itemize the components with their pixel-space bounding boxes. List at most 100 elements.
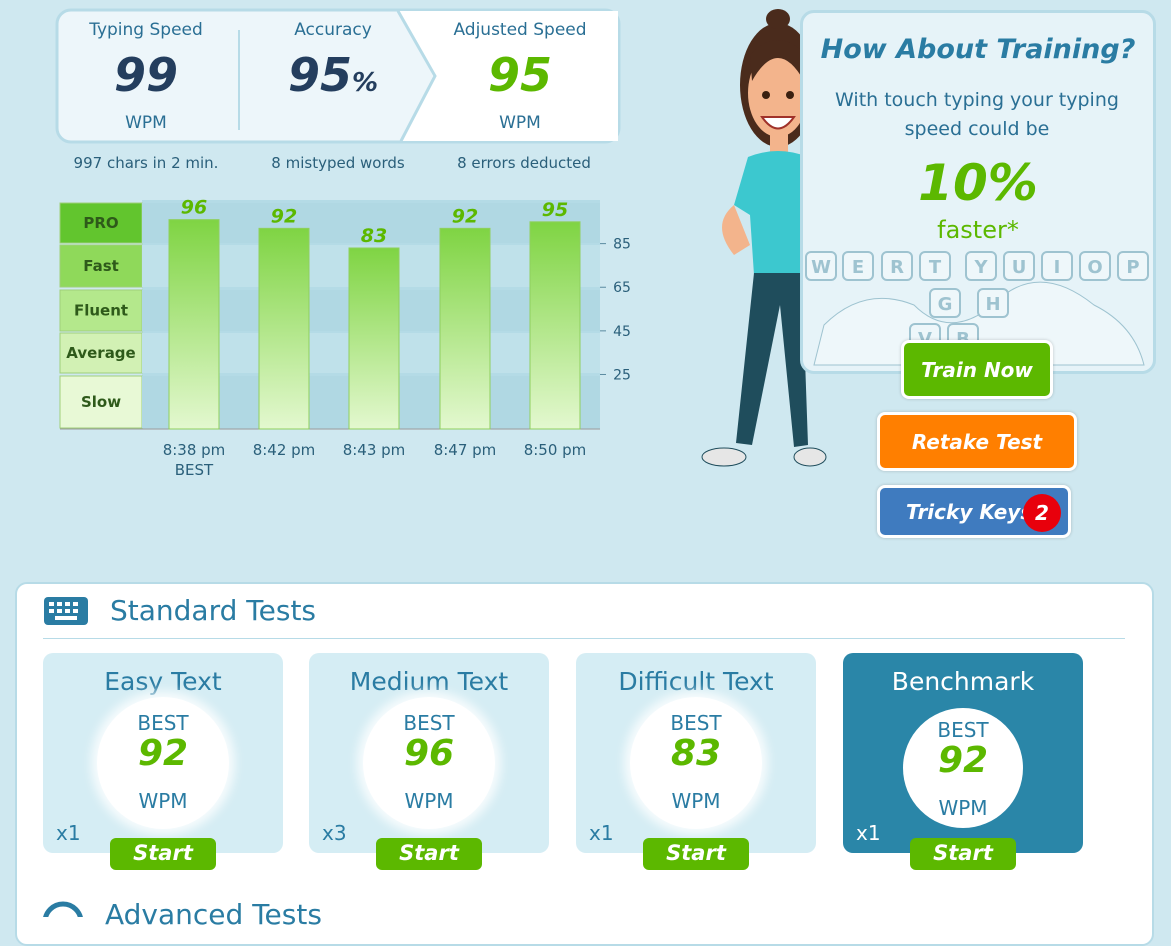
level-label: Slow [81,393,121,411]
best-unit: WPM [938,796,988,820]
best-value: 92 [137,733,189,774]
key [965,251,997,281]
bar-label: 92 [452,205,478,227]
level-box [59,289,143,332]
key-label: E [852,257,864,278]
card-title: Easy Text [104,667,222,696]
bar [168,219,220,430]
stat-value: 99 [113,48,178,102]
section-title: Advanced Tests [105,898,322,931]
training-text: With touch typing your typing speed coul… [835,89,1119,140]
score-circle: BEST 83 WPM [630,697,762,829]
y-tick-label: 25 [613,367,631,383]
key [929,288,961,318]
key-label: P [1126,257,1139,278]
key [881,251,913,281]
advanced-icon [43,901,83,917]
attempt-count: x1 [856,821,881,845]
attempt-count: x3 [322,821,347,845]
stat-note: 8 errors deducted [457,154,591,172]
start-button[interactable]: Start [376,838,482,870]
key [1003,251,1035,281]
stat-label: Typing Speed [89,20,203,40]
score-circle: BEST 92 WPM [97,697,229,829]
best-unit: WPM [138,789,188,813]
key [1117,251,1149,281]
bar [439,227,491,430]
stats-panel [55,8,621,144]
best-label: BEST [175,461,214,479]
key-label: G [938,294,953,315]
score-circle: BEST 96 WPM [363,697,495,829]
start-button[interactable]: Start [910,838,1016,870]
key-label: Y [973,257,988,278]
card-title: Medium Text [349,667,509,696]
section-title: Standard Tests [110,594,317,627]
best-value: 96 [403,733,455,774]
stat-note: 8 mistyped words [271,154,405,172]
level-label: Fluent [74,302,128,320]
x-tick-label: 8:42 pm [253,441,316,459]
training-title: How About Training? [820,34,1136,65]
retake-test-button[interactable]: Retake Test [877,412,1077,471]
best-value: 92 [937,740,989,781]
key-label: R [890,257,904,278]
bar [348,247,400,430]
training-percent: 10% [918,154,1038,212]
key [919,251,951,281]
tricky-keys-label: Tricky Keys [906,499,1033,524]
bar [258,227,310,430]
tricky-keys-badge: 2 [1023,494,1061,532]
stat-note: 997 chars in 2 min. [73,154,219,172]
bar-label: 92 [271,205,297,227]
y-tick-label: 65 [613,280,631,296]
stat-value: 95 [287,48,352,102]
key [1079,251,1111,281]
score-circle: BEST 92 WPM [903,708,1023,828]
x-tick-label: 8:43 pm [343,441,406,459]
key [842,251,874,281]
level-box [59,332,143,374]
y-tick-label: 85 [613,237,631,253]
test-card[interactable]: Benchmark BEST 92 WPM x1 Start [843,653,1083,870]
best-label: BEST [403,711,455,735]
level-box [59,244,143,288]
key [805,251,837,281]
bar [529,221,581,430]
level-label: PRO [83,214,118,232]
key-label: H [985,294,1000,315]
key [1041,251,1073,281]
y-tick-label: 45 [613,324,631,340]
x-tick-label: 8:38 pm [163,441,226,459]
divider [43,638,1125,639]
page: {"stats":[ {"label":"Typing Speed","valu… [15,8,1156,946]
keyboard-icon [44,597,88,625]
tricky-keys-button[interactable]: Tricky Keys 2 [877,485,1071,538]
train-now-button[interactable]: Train Now [901,340,1053,399]
card-title: Benchmark [891,667,1035,696]
x-tick-label: 8:47 pm [434,441,497,459]
best-unit: WPM [671,789,721,813]
x-tick-label: 8:50 pm [524,441,587,459]
test-card[interactable]: Medium Text BEST 96 WPM x3 Start [309,653,549,870]
test-card[interactable]: Easy Text BEST 92 WPM x1 Start [43,653,283,870]
bar-label: 96 [181,197,207,219]
best-unit: WPM [404,789,454,813]
level-label: Average [66,344,135,362]
best-value: 83 [670,733,722,774]
best-label: BEST [670,711,722,735]
level-box [59,375,143,429]
key-label: W [811,257,831,278]
card-title: Difficult Text [618,667,774,696]
start-button[interactable]: Start [110,838,216,870]
key-label: O [1087,257,1102,278]
best-label: BEST [137,711,189,735]
stat-unit: WPM [499,113,541,133]
stat-label: Adjusted Speed [453,20,587,40]
stat-unit: WPM [125,113,167,133]
attempt-count: x1 [589,821,614,845]
key [977,288,1009,318]
test-card[interactable]: Difficult Text BEST 83 WPM x1 Start [576,653,816,870]
start-button[interactable]: Start [643,838,749,870]
bar-label: 95 [542,199,568,221]
